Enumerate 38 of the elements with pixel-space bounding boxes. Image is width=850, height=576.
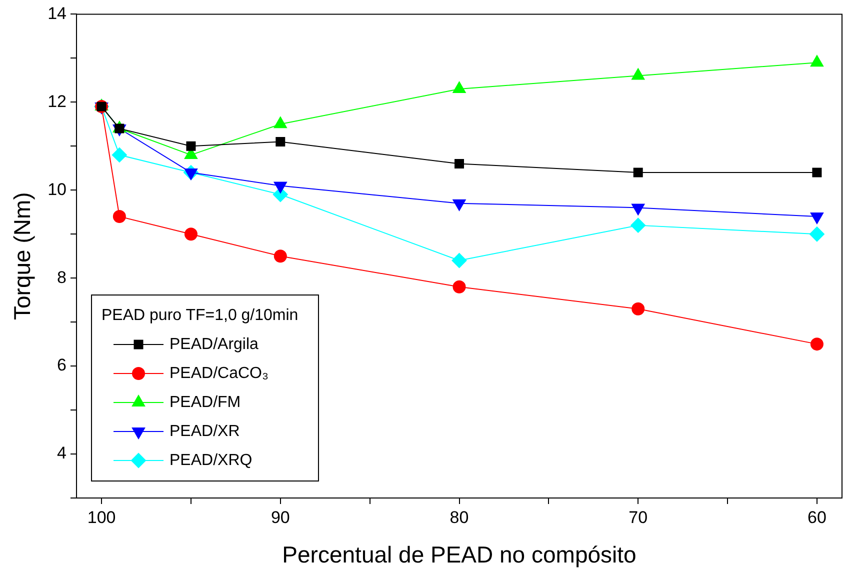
point xyxy=(812,168,822,178)
point xyxy=(452,81,466,93)
point xyxy=(632,68,645,80)
x-tick-label: 60 xyxy=(808,508,826,527)
legend-title: PEAD puro TF=1,0 g/10min xyxy=(102,306,298,324)
point xyxy=(112,147,127,162)
x-axis-title: Percentual de PEAD no compósito xyxy=(282,542,636,568)
point xyxy=(809,226,824,242)
point xyxy=(274,250,287,263)
x-tick-label: 90 xyxy=(270,508,290,527)
point xyxy=(630,218,646,233)
point xyxy=(633,168,643,178)
x-tick-label: 70 xyxy=(628,508,648,527)
y-tick-label: 8 xyxy=(57,268,67,287)
x-tick-label: 100 xyxy=(87,508,116,527)
y-tick-label: 12 xyxy=(48,92,67,111)
legend-label: PEAD/Argila xyxy=(170,336,259,353)
point xyxy=(810,338,824,351)
point xyxy=(186,141,196,151)
point xyxy=(810,55,824,67)
legend-label: PEAD/FM xyxy=(170,394,241,411)
point xyxy=(632,302,645,316)
legend-label: PEAD/XRQ xyxy=(170,452,252,469)
y-tick-label: 10 xyxy=(48,180,67,199)
point xyxy=(184,228,198,241)
y-tick-label: 4 xyxy=(57,444,67,463)
point xyxy=(274,116,287,128)
y-axis-title: Torque (Nm) xyxy=(9,192,36,320)
legend-label: PEAD/CaCO₃ xyxy=(170,364,268,382)
point xyxy=(452,253,467,268)
y-tick-label: 6 xyxy=(57,356,67,375)
y-tick-label: 14 xyxy=(48,4,67,23)
legend-label: PEAD/XR xyxy=(170,422,240,440)
point xyxy=(452,280,466,294)
point xyxy=(112,210,126,224)
x-tick-label: 80 xyxy=(450,508,469,527)
point xyxy=(276,137,286,146)
point xyxy=(454,158,464,168)
